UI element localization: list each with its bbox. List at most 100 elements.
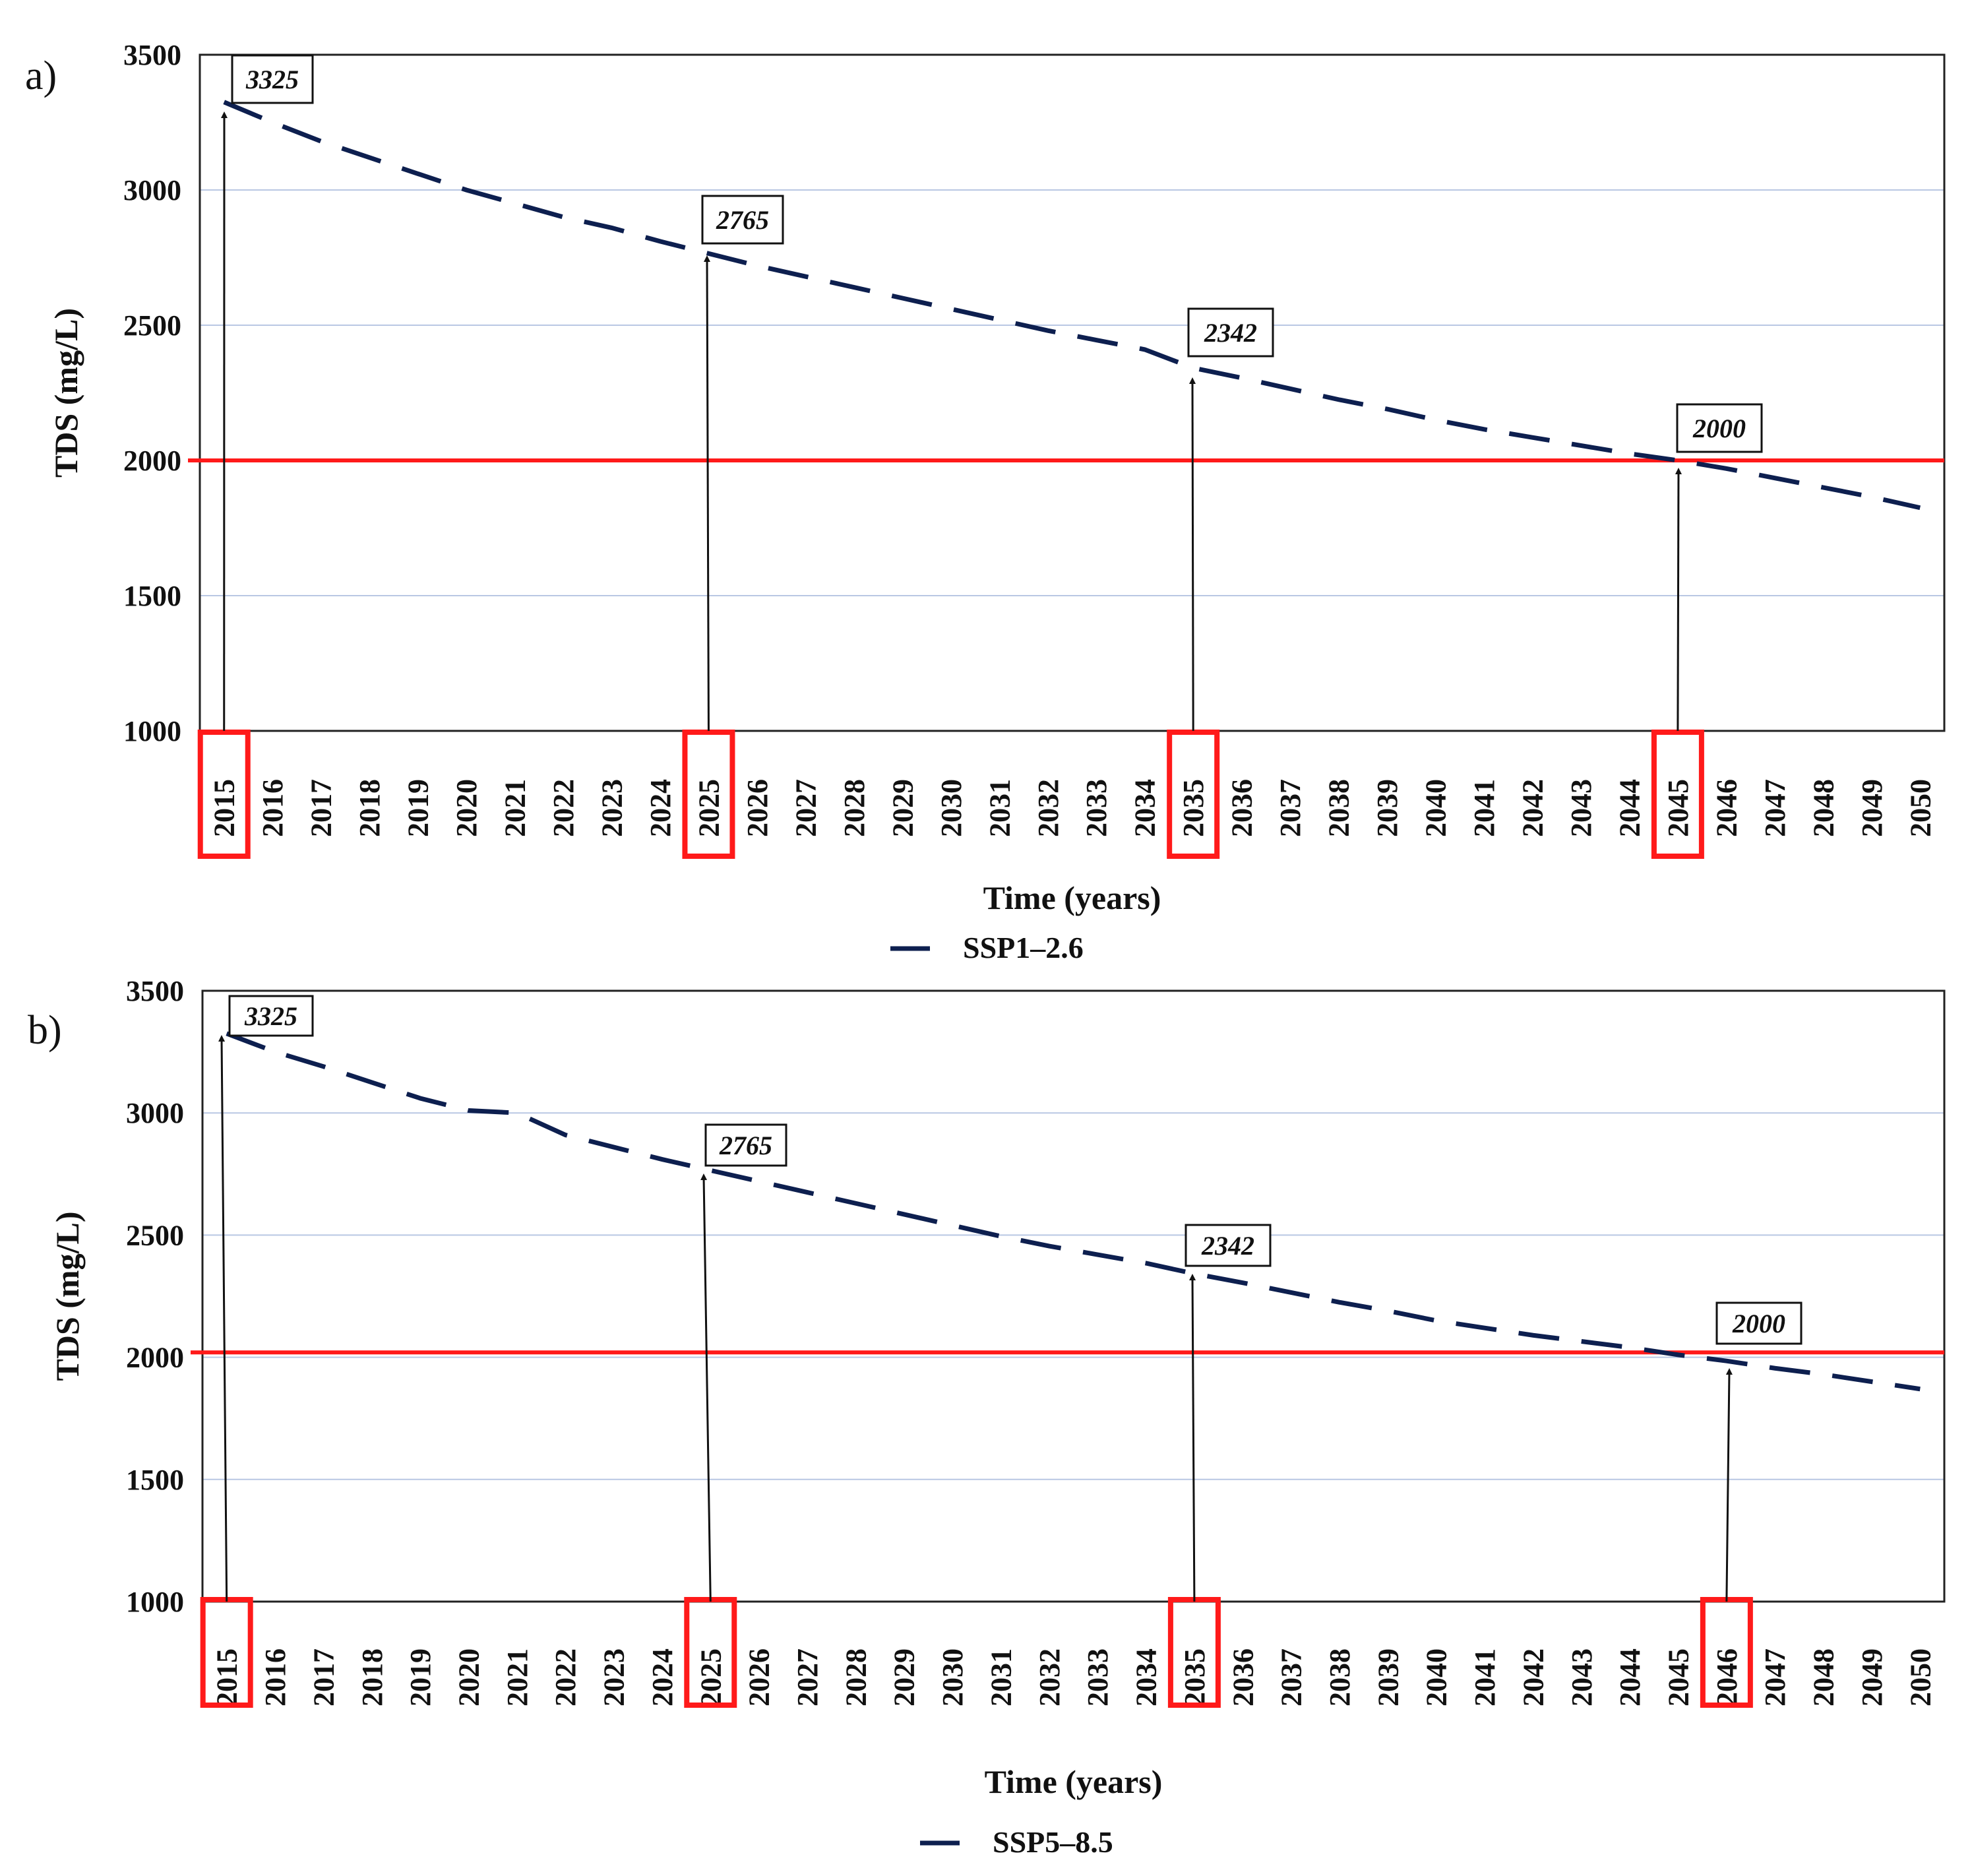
x-tick-label: 2040 xyxy=(1420,779,1452,837)
callout-arrow xyxy=(704,255,711,732)
x-tick-label: 2018 xyxy=(356,1648,388,1706)
x-tick-label: 2036 xyxy=(1226,779,1258,837)
x-tick-label: 2032 xyxy=(1032,779,1064,837)
x-tick-label: 2043 xyxy=(1565,779,1597,837)
x-tick-label: 2033 xyxy=(1082,1648,1114,1706)
highlight-year-box xyxy=(682,730,735,859)
callout-box xyxy=(1715,1301,1803,1345)
callout-value: 3325 xyxy=(244,1001,297,1031)
y-tick-label: 2000 xyxy=(126,1342,184,1374)
plot-area-frame xyxy=(199,53,1946,732)
x-tick-label: 2017 xyxy=(307,1648,340,1706)
x-axis-title: Time (years) xyxy=(983,879,1161,916)
callout-value: 2342 xyxy=(1204,318,1257,348)
x-tick-label: 2038 xyxy=(1323,779,1355,837)
x-tick-label: 2022 xyxy=(549,1648,582,1706)
x-tick-label: 2032 xyxy=(1033,1648,1066,1706)
x-tick-label: 2020 xyxy=(450,779,483,837)
x-tick-label: 2047 xyxy=(1759,779,1791,837)
x-tick-label: 2031 xyxy=(985,1648,1017,1706)
x-tick-label: 2021 xyxy=(499,779,532,837)
y-axis-title: TDS (mg/L) xyxy=(47,308,84,478)
chart-panel-b: 1000 1500 2000 2500 3000 3500 2015 2016 2017 2018… xyxy=(28,975,1946,1859)
x-tick-label: 2026 xyxy=(741,779,774,837)
x-tick-label: 2030 xyxy=(937,1648,969,1706)
plot-area-frame xyxy=(201,989,1946,1603)
x-tick-label: 2021 xyxy=(501,1648,534,1706)
series-line xyxy=(223,100,1921,511)
callout-box xyxy=(231,54,314,104)
callout-box xyxy=(704,1123,787,1167)
callout-box xyxy=(1676,403,1763,453)
x-tick-label: 2035 xyxy=(1177,779,1210,837)
highlight-year-box xyxy=(197,730,251,859)
x-tick-label: 2037 xyxy=(1274,779,1307,837)
x-tick-label: 2042 xyxy=(1517,1648,1549,1706)
y-tick-label: 2500 xyxy=(126,1219,184,1251)
x-tick-label: 2048 xyxy=(1808,1648,1840,1706)
x-tick-label: 2050 xyxy=(1904,1648,1936,1706)
callout-box xyxy=(1185,1224,1272,1267)
x-tick-label: 2015 xyxy=(211,1648,243,1706)
x-tick-label: 2019 xyxy=(404,1648,437,1706)
x-tick-label: 2035 xyxy=(1179,1648,1211,1706)
y-tick-label: 1000 xyxy=(126,1586,184,1618)
x-tick-label: 2045 xyxy=(1662,779,1694,837)
x-tick-label: 2016 xyxy=(259,1648,292,1706)
x-axis-title: Time (years) xyxy=(985,1763,1163,1800)
y-tick-label: 3000 xyxy=(126,1097,184,1129)
panel-label: b) xyxy=(28,1008,62,1053)
y-tick-label: 3500 xyxy=(126,975,184,1007)
x-tick-label: 2024 xyxy=(646,1648,679,1706)
x-tick-label: 2046 xyxy=(1711,1648,1743,1706)
x-tick-label: 2022 xyxy=(547,779,580,837)
x-tick-label: 2027 xyxy=(791,1648,824,1706)
x-tick-label: 2030 xyxy=(935,779,968,837)
x-tick-label: 2020 xyxy=(452,1648,485,1706)
x-tick-label: 2046 xyxy=(1710,779,1742,837)
x-tick-label: 2050 xyxy=(1904,779,1936,837)
callout-arrow xyxy=(700,1173,712,1602)
y-tick-label: 1500 xyxy=(123,580,181,612)
callout-value: 2765 xyxy=(716,205,769,235)
x-tick-label: 2023 xyxy=(596,779,629,837)
x-tick-label: 2044 xyxy=(1614,1648,1646,1706)
x-tick-label: 2039 xyxy=(1372,1648,1404,1706)
callout-value: 2000 xyxy=(1732,1309,1785,1338)
x-tick-label: 2043 xyxy=(1566,1648,1598,1706)
x-tick-label: 2038 xyxy=(1324,1648,1356,1706)
x-tick-label: 2037 xyxy=(1276,1648,1308,1706)
x-tick-label: 2024 xyxy=(644,779,677,837)
x-tick-label: 2034 xyxy=(1129,779,1161,837)
x-tick-label: 2017 xyxy=(305,779,338,837)
x-tick-label: 2015 xyxy=(208,779,241,837)
x-tick-label: 2027 xyxy=(789,779,822,837)
x-tick-label: 2028 xyxy=(840,1648,872,1706)
x-tick-label: 2045 xyxy=(1663,1648,1695,1706)
x-tick-label: 2041 xyxy=(1468,779,1500,837)
y-axis-title: TDS (mg/L) xyxy=(49,1212,86,1381)
x-tick-label: 2028 xyxy=(838,779,871,837)
x-tick-label: 2042 xyxy=(1516,779,1549,837)
x-tick-label: 2047 xyxy=(1759,1648,1791,1706)
series-line xyxy=(226,1031,1921,1392)
callout-box xyxy=(228,995,314,1037)
x-tick-label: 2031 xyxy=(983,779,1016,837)
chart-panel-a: 1000 1500 2000 2500 3000 3500 2015 2016 2017 2018… xyxy=(25,39,1946,964)
x-tick-label: 2033 xyxy=(1080,779,1113,837)
callout-value: 3325 xyxy=(245,65,299,94)
x-tick-label: 2044 xyxy=(1613,779,1646,837)
y-tick-label: 3500 xyxy=(123,39,181,71)
callout-arrow xyxy=(1189,377,1196,732)
x-tick-label: 2019 xyxy=(402,779,435,837)
legend-label: SSP1–2.6 xyxy=(963,931,1084,964)
x-tick-label: 2048 xyxy=(1807,779,1839,837)
y-tick-label: 1000 xyxy=(123,715,181,747)
x-tick-label: 2025 xyxy=(693,779,725,837)
x-tick-label: 2039 xyxy=(1371,779,1403,837)
y-tick-label: 3000 xyxy=(123,174,181,206)
callout-box xyxy=(701,195,784,245)
callout-arrow xyxy=(218,1035,228,1602)
x-tick-label: 2018 xyxy=(354,779,386,837)
